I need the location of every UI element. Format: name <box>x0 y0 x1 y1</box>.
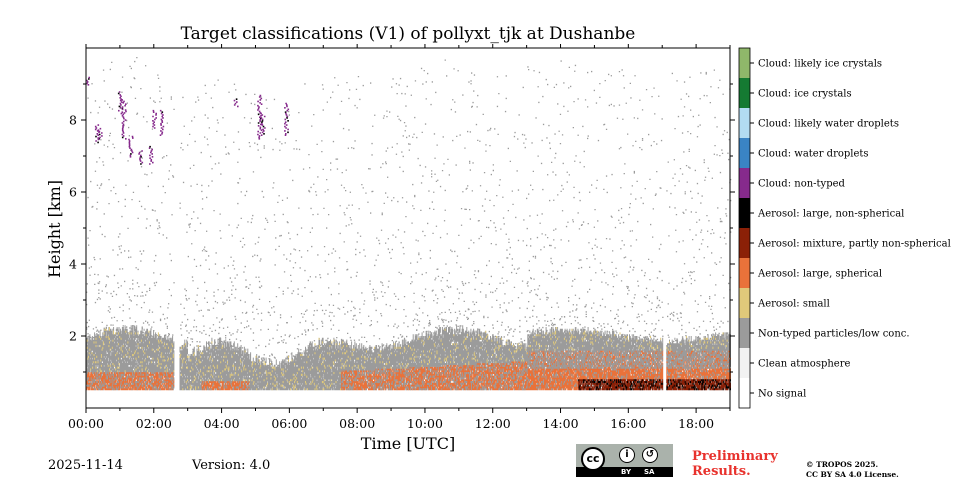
preliminary-line-1: Preliminary <box>692 449 778 464</box>
badge-by-text: BY <box>621 468 632 476</box>
colorbar-swatch <box>739 48 750 78</box>
colorbar-label: Non-typed particles/low conc. <box>758 329 910 340</box>
copyright-line-2: CC BY SA 4.0 License. <box>806 470 899 479</box>
y-axis: 2 4 6 8 <box>69 83 735 373</box>
classification-cells <box>86 76 290 165</box>
colorbar-swatch <box>739 198 750 228</box>
version-label: Version: 4.0 <box>192 458 271 473</box>
colorbar-label: Cloud: likely water droplets <box>758 119 899 130</box>
copyright-note: © TROPOS 2025. CC BY SA 4.0 License. <box>806 460 899 480</box>
x-tick-label: 16:00 <box>610 416 646 431</box>
preliminary-line-2: Results. <box>692 464 751 479</box>
colorbar-swatch <box>739 258 750 288</box>
x-axis: 00:00 02:00 04:00 06:00 08:00 10:00 12:00 14:00… <box>68 44 731 431</box>
y-axis-label: Height [km] <box>45 180 64 278</box>
colorbar-label: No signal <box>758 389 806 400</box>
x-tick-label: 10:00 <box>407 416 443 431</box>
colorbar-label: Cloud: likely ice crystals <box>758 59 882 70</box>
colorbar-label: Cloud: non-typed <box>758 179 846 190</box>
classification-heatmap <box>86 57 732 391</box>
colorbar-label: Clean atmosphere <box>758 359 851 370</box>
colorbar: Cloud: likely ice crystals Cloud: ice cry… <box>738 47 951 409</box>
x-tick-label: 18:00 <box>678 416 714 431</box>
badge-sa-text: SA <box>644 468 655 476</box>
colorbar-label: Cloud: water droplets <box>758 149 869 160</box>
colorbar-label: Aerosol: small <box>757 299 830 310</box>
colorbar-label: Cloud: ice crystals <box>758 89 852 100</box>
x-tick-label: 08:00 <box>339 416 375 431</box>
classification-cells <box>86 57 732 391</box>
cc-icon: cc <box>581 447 605 471</box>
colorbar-swatch <box>739 288 750 318</box>
x-tick-label: 00:00 <box>68 416 104 431</box>
preliminary-results-note: Preliminary Results. <box>692 449 778 479</box>
share-alike-icon: ↺ <box>642 447 658 463</box>
x-tick-label: 06:00 <box>271 416 307 431</box>
colorbar-swatch <box>739 378 750 408</box>
colorbar-swatch <box>739 228 750 258</box>
colorbar-frame <box>738 47 751 409</box>
x-tick-label: 12:00 <box>475 416 511 431</box>
y-tick-label: 2 <box>69 329 77 344</box>
y-tick-label: 6 <box>69 185 77 200</box>
colorbar-label: Aerosol: large, spherical <box>757 269 882 280</box>
y-tick-label: 4 <box>69 257 77 272</box>
classification-cells <box>86 350 731 391</box>
date-label: 2025-11-14 <box>48 458 123 473</box>
attribution-icon: i <box>619 447 635 463</box>
copyright-line-1: © TROPOS 2025. <box>806 460 879 469</box>
badge-bar <box>576 467 673 477</box>
x-axis-label: Time [UTC] <box>361 434 455 453</box>
colorbar-swatch <box>739 138 750 168</box>
x-tick-label: 04:00 <box>204 416 240 431</box>
colorbar-swatch <box>739 318 750 348</box>
x-tick-label: 14:00 <box>543 416 579 431</box>
chart-title: Target classifications (V1) of pollyxt_t… <box>180 24 636 44</box>
colorbar-swatch <box>739 108 750 138</box>
colorbar-swatch <box>739 78 750 108</box>
x-tick-label: 02:00 <box>136 416 172 431</box>
colorbar-swatch <box>739 168 750 198</box>
colorbar-label: Aerosol: large, non-spherical <box>757 209 904 220</box>
colorbar-label: Aerosol: mixture, partly non-spherical <box>757 239 951 250</box>
cc-license-badge: cc i ↺ BY SA <box>576 444 673 477</box>
y-tick-label: 8 <box>69 113 77 128</box>
colorbar-swatch <box>739 348 750 378</box>
